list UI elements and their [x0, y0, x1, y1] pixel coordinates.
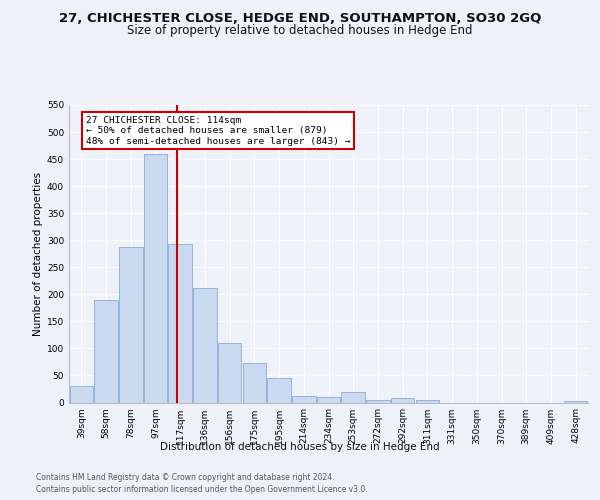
Bar [70, 386, 93, 402]
Bar [119, 246, 143, 402]
Text: Size of property relative to detached houses in Hedge End: Size of property relative to detached ho… [127, 24, 473, 37]
Bar [564, 401, 587, 402]
Bar [292, 396, 316, 402]
Bar [317, 396, 340, 402]
Text: Distribution of detached houses by size in Hedge End: Distribution of detached houses by size … [160, 442, 440, 452]
Text: Contains HM Land Registry data © Crown copyright and database right 2024.: Contains HM Land Registry data © Crown c… [36, 472, 335, 482]
Bar [242, 363, 266, 403]
Bar [218, 343, 241, 402]
Bar [391, 398, 415, 402]
Bar [268, 378, 291, 402]
Text: 27 CHICHESTER CLOSE: 114sqm
← 50% of detached houses are smaller (879)
48% of se: 27 CHICHESTER CLOSE: 114sqm ← 50% of det… [86, 116, 350, 146]
Bar [193, 288, 217, 403]
Y-axis label: Number of detached properties: Number of detached properties [33, 172, 43, 336]
Bar [169, 244, 192, 402]
Text: 27, CHICHESTER CLOSE, HEDGE END, SOUTHAMPTON, SO30 2GQ: 27, CHICHESTER CLOSE, HEDGE END, SOUTHAM… [59, 12, 541, 26]
Bar [416, 400, 439, 402]
Bar [144, 154, 167, 402]
Bar [366, 400, 389, 402]
Bar [341, 392, 365, 402]
Bar [94, 300, 118, 403]
Text: Contains public sector information licensed under the Open Government Licence v3: Contains public sector information licen… [36, 485, 368, 494]
